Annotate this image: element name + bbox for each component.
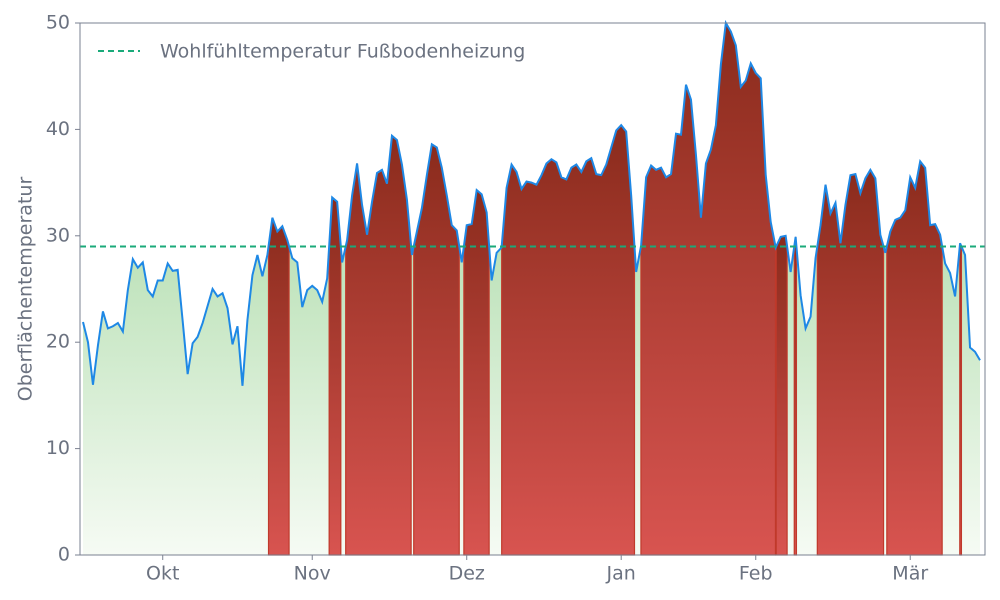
above-area: [463, 188, 490, 556]
y-tick-label: 40: [46, 118, 70, 140]
y-tick-label: 30: [46, 224, 70, 246]
above-area: [413, 143, 460, 556]
above-area: [816, 168, 885, 556]
above-area: [345, 134, 412, 556]
above-area: [640, 21, 777, 556]
x-tick-label: Jan: [606, 563, 636, 585]
y-tick-label: 20: [46, 331, 70, 353]
above-area: [775, 235, 788, 556]
y-tick-label: 0: [58, 544, 70, 566]
above-area: [328, 196, 342, 556]
above-area: [793, 236, 798, 556]
temperature-line: [82, 19, 981, 386]
y-tick-label: 10: [46, 437, 70, 459]
y-axis-label: Oberflächentemperatur: [15, 177, 37, 402]
x-tick-label: Okt: [146, 563, 179, 585]
y-tick-label: 50: [46, 12, 70, 34]
legend-label: Wohlfühltemperatur Fußbodenheizung: [160, 41, 525, 63]
x-tick-label: Feb: [739, 563, 773, 585]
x-tick-label: Mär: [892, 563, 928, 585]
plot-frame: [79, 22, 986, 556]
above-area: [959, 243, 963, 556]
x-tick-label: Nov: [294, 563, 331, 585]
x-tick-label: Dez: [449, 563, 485, 585]
above-area: [267, 217, 290, 556]
